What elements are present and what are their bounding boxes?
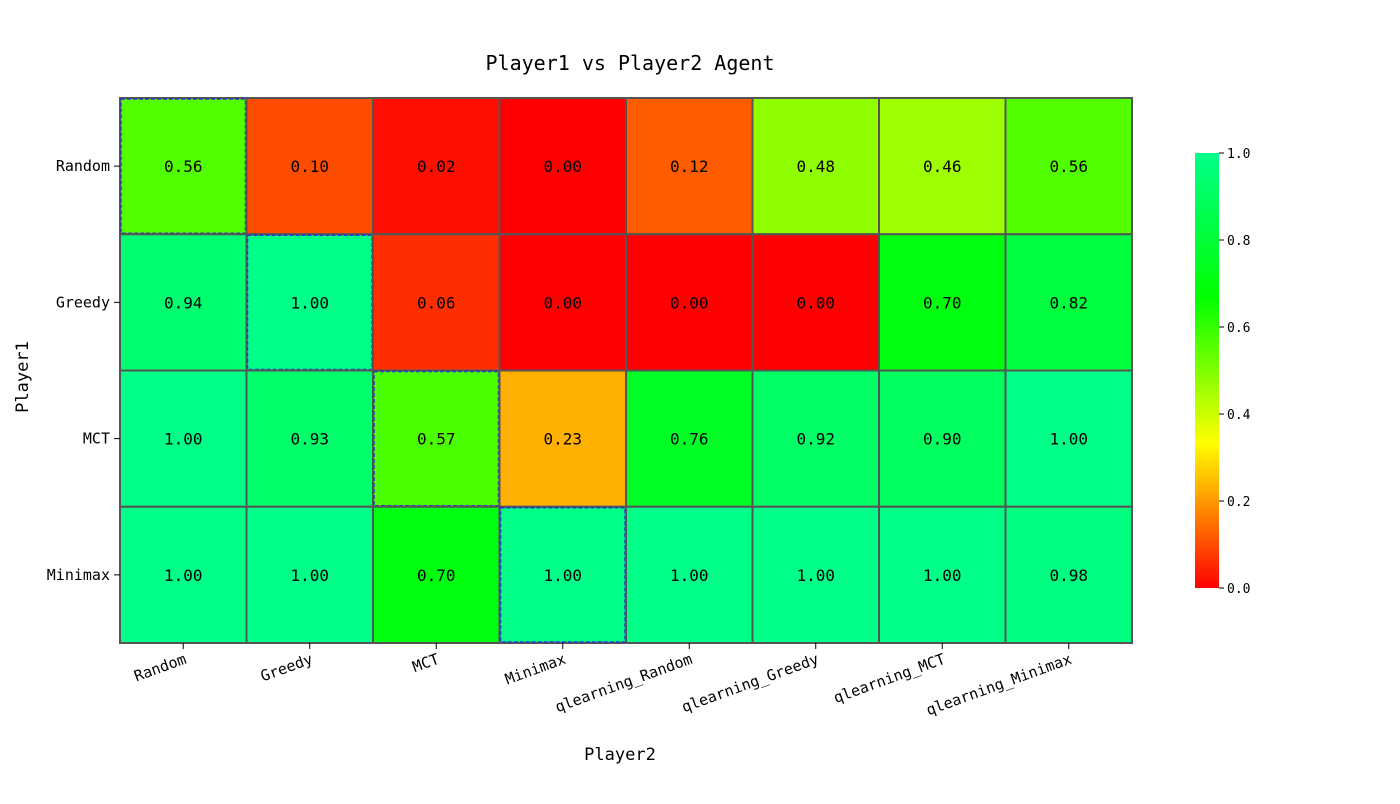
cell-value-label: 0.57 (417, 430, 456, 449)
cell-value-label: 0.10 (290, 157, 329, 176)
cell-value-label: 0.94 (164, 293, 203, 312)
cell-value-label: 0.56 (1049, 157, 1088, 176)
cell-value-label: 0.76 (670, 430, 709, 449)
cell-value-label: 1.00 (796, 566, 835, 585)
cell-value-label: 0.70 (923, 293, 962, 312)
heatmap-cell (498, 369, 627, 508)
cell-value-label: 1.00 (1049, 430, 1088, 449)
colorbar-tick-label: 0.4 (1227, 408, 1251, 423)
x-tick-label: qlearning_Greedy (679, 650, 821, 716)
cell-value-label: 0.98 (1049, 566, 1088, 585)
chart-title: Player1 vs Player2 Agent (486, 51, 775, 75)
cell-value-label: 0.23 (543, 430, 582, 449)
cell-value-label: 0.00 (543, 293, 582, 312)
x-tick-label: qlearning_MCT (831, 650, 947, 707)
heatmap-cell (1004, 97, 1133, 236)
cell-value-label: 1.00 (290, 293, 329, 312)
colorbar: 0.0 0.2 0.4 0.6 0.8 1.0 (1195, 147, 1251, 597)
x-tick-labels: Random Greedy MCT Minimaxqlearning_Randomql… (132, 643, 1074, 719)
cell-value-label: 0.46 (923, 157, 962, 176)
colorbar-tick-label: 0.6 (1227, 321, 1250, 336)
colorbar-tick-label: 0.0 (1227, 582, 1250, 597)
heatmap-cell (1004, 233, 1133, 372)
y-tick-labels: Random Greedy MCT Minimax (47, 157, 120, 584)
heatmap-cell (245, 505, 374, 644)
heatmap-cell (119, 505, 248, 644)
diagonal-highlight (499, 507, 626, 643)
x-tick-label: qlearning_Minimax (924, 650, 1074, 719)
cell-value-label: 0.48 (796, 157, 835, 176)
colorbar-gradient (1195, 153, 1219, 588)
x-tick-label: MCT (410, 650, 442, 676)
cell-value-label: 1.00 (923, 566, 962, 585)
x-tick-label: Random (132, 650, 189, 685)
heatmap-cell (878, 505, 1007, 644)
cell-value-label: 0.00 (543, 157, 582, 176)
x-axis-label: Player2 (584, 745, 656, 765)
cell-value-label: 1.00 (164, 566, 203, 585)
heatmap-cell (878, 233, 1007, 372)
y-tick-label: Random (56, 157, 110, 175)
y-tick-label: Minimax (47, 566, 110, 584)
heatmap-cell (625, 369, 754, 508)
x-tick-label: Greedy (258, 650, 315, 685)
heatmap-cell (751, 97, 880, 236)
cell-value-label: 0.70 (417, 566, 456, 585)
heatmap-cells: 0.56 0.10 0.02 0.00 0.12 0.48 0.46 0.56 0.94 1.00… (119, 97, 1133, 644)
heatmap-cell (751, 233, 880, 372)
heatmap-cell (878, 369, 1007, 508)
cell-value-label: 0.06 (417, 293, 456, 312)
y-tick-label: Greedy (56, 293, 110, 311)
heatmap-cell (119, 97, 248, 236)
heatmap-cell (245, 97, 374, 236)
cell-value-label: 0.02 (417, 157, 456, 176)
heatmap-cell (625, 233, 754, 372)
cell-value-label: 1.00 (543, 566, 582, 585)
cell-value-label: 1.00 (164, 430, 203, 449)
cell-value-label: 0.56 (164, 157, 203, 176)
cell-value-label: 0.00 (796, 293, 835, 312)
colorbar-tick-label: 0.8 (1227, 234, 1250, 249)
heatmap-cell (1004, 505, 1133, 644)
cell-value-label: 1.00 (670, 566, 709, 585)
colorbar-tick-label: 1.0 (1227, 147, 1250, 162)
cell-value-label: 0.00 (670, 293, 709, 312)
heatmap-cell (498, 233, 627, 372)
heatmap-cell (1004, 369, 1133, 508)
x-tick-label: qlearning_Random (553, 650, 695, 716)
colorbar-tick-label: 0.2 (1227, 495, 1250, 510)
cell-value-label: 0.12 (670, 157, 709, 176)
heatmap-cell (751, 369, 880, 508)
y-tick-label: MCT (83, 430, 110, 448)
x-tick-label: Minimax (503, 650, 569, 689)
cell-value-label: 0.93 (290, 430, 329, 449)
heatmap-cell (245, 369, 374, 508)
cell-value-label: 1.00 (290, 566, 329, 585)
y-axis-label: Player1 (13, 341, 33, 413)
cell-value-label: 0.92 (796, 430, 835, 449)
heatmap-cell (372, 233, 501, 372)
heatmap-cell (625, 505, 754, 644)
heatmap-cell (245, 233, 374, 372)
cell-value-label: 0.90 (923, 430, 962, 449)
cell-value-label: 0.82 (1049, 293, 1088, 312)
